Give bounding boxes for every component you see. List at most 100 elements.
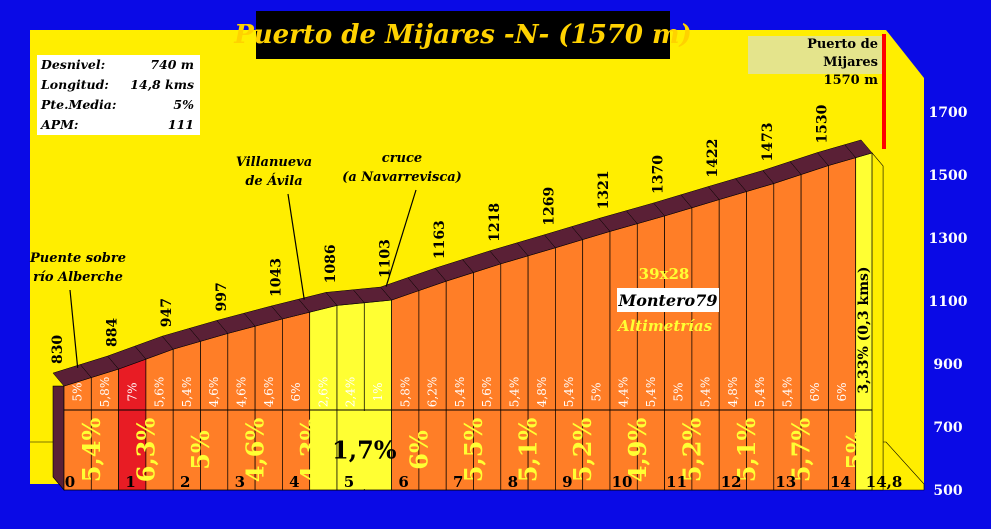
segment-grade-label: 6,2%	[426, 377, 440, 408]
waypoint-label: Puente sobre	[29, 251, 126, 266]
waypoint-leader-line	[287, 193, 305, 300]
km-grade-label: 4,3%	[295, 418, 324, 483]
segment-grade-label: 5,4%	[644, 377, 658, 408]
altitude-label: 1218	[487, 203, 503, 242]
x-tick-label: 7	[453, 473, 463, 491]
y-tick-label: 1300	[929, 231, 968, 247]
segment-grade-label: 6%	[289, 382, 303, 401]
stat-value: 111	[167, 117, 194, 132]
chart-title: Puerto de Mijares -N- (1570 m)	[234, 11, 692, 59]
segment-grade-label: 4,6%	[262, 377, 276, 408]
km-grade-label: 5,1%	[514, 418, 543, 483]
altitude-label: 830	[50, 335, 66, 364]
stat-value: 14,8 kms	[130, 77, 194, 92]
segment-grade-label: 3,33% (0,3 kms)	[856, 266, 872, 393]
stat-label: APM:	[41, 117, 79, 132]
watermark-size: 39x28	[639, 265, 690, 283]
y-tick-label: 1100	[929, 294, 968, 310]
altitude-label: 1422	[705, 139, 721, 178]
summit-name: Puerto de Mijares	[807, 37, 878, 70]
x-tick-label: 13	[775, 473, 796, 491]
segment-grade-label: 5,4%	[562, 377, 576, 408]
x-tick-label: 3	[235, 473, 245, 491]
km-band-highlight	[338, 411, 391, 489]
waypoint-leader-line	[69, 289, 79, 368]
km-grade-label: 5,2%	[568, 418, 597, 483]
segment-grade-label: 5,4%	[780, 377, 794, 408]
segment-grade-label: 4,8%	[535, 377, 549, 408]
x-tick-label: 2	[180, 473, 190, 491]
x-tick-label: 0	[65, 473, 75, 491]
watermark-box	[617, 288, 719, 312]
segment-grade-label: 5,6%	[153, 377, 167, 408]
segment-grade-label: 4,8%	[726, 377, 740, 408]
altitude-label: 1103	[378, 239, 394, 278]
waypoint-leader-line	[385, 189, 417, 287]
waypoint-label: de Ávila	[245, 173, 302, 189]
x-tick-label: 14,8	[866, 473, 903, 491]
segment-grade-label: 2,4%	[344, 377, 358, 408]
segment-grade-label: 2,6%	[316, 377, 330, 408]
x-tick-label: 6	[398, 473, 408, 491]
waypoint-label: río Alberche	[33, 270, 123, 285]
segment-grade-label: 5,8%	[98, 377, 112, 408]
waypoint-label: (a Navarrevisca)	[342, 170, 462, 185]
km-grade-label: 1,7%	[332, 436, 397, 465]
x-tick-label: 9	[562, 473, 572, 491]
x-tick-label: 10	[612, 473, 633, 491]
waypoint-label: Villanueva	[236, 155, 312, 170]
segment-grade-label: 1%	[371, 382, 385, 401]
km-grade-label: 5%	[841, 430, 870, 470]
altitude-label: 884	[105, 318, 121, 347]
segment-grade-label: 5%	[589, 382, 603, 401]
y-tick-label: 700	[933, 420, 962, 436]
x-tick-label: 8	[508, 473, 518, 491]
km-grade-label: 5,2%	[677, 418, 706, 483]
altitude-label: 1043	[268, 258, 284, 297]
y-tick-label: 900	[933, 357, 962, 373]
x-tick-label: 11	[666, 473, 687, 491]
x-tick-label: 1	[125, 473, 135, 491]
segment-grade-label: 5%	[71, 382, 85, 401]
x-tick-label: 12	[721, 473, 742, 491]
profile-left-wall	[52, 385, 65, 491]
stats-box: Desnivel: 740 m Longitud: 14,8 kms Pte.Med…	[37, 55, 200, 135]
stat-row-longitud: Longitud: 14,8 kms	[37, 75, 200, 95]
y-tick-label: 1700	[929, 105, 968, 121]
segment-grade-label: 4,6%	[207, 377, 221, 408]
summit-label: Puerto de Mijares 1570 m	[748, 36, 882, 88]
stat-label: Desnivel:	[41, 57, 106, 72]
waypoint-label: cruce	[382, 151, 422, 166]
watermark-subtitle: Altimetrías	[616, 317, 713, 335]
km-grade-label: 6,3%	[131, 418, 160, 483]
segment-grade-label: 5,4%	[699, 377, 713, 408]
stat-value: 740 m	[150, 57, 194, 72]
summit-altitude: 1570 m	[823, 73, 878, 88]
segment-grade-label: 4,6%	[234, 377, 248, 408]
segment-grade-label: 6%	[835, 382, 849, 401]
altitude-label: 1163	[432, 220, 448, 259]
segment-grade-label: 6%	[808, 382, 822, 401]
stat-label: Longitud:	[41, 77, 109, 92]
altitude-label: 997	[214, 282, 230, 311]
segment-grade-label: 5,8%	[398, 377, 412, 408]
segment-grade-label: 7%	[125, 382, 139, 401]
altitude-label: 1473	[760, 123, 776, 162]
altitude-label: 947	[159, 298, 175, 327]
x-tick-label: 5	[344, 473, 354, 491]
segment-grade-label: 5,6%	[480, 377, 494, 408]
segment-grade-label: 4,4%	[617, 377, 631, 408]
stat-row-apm: APM: 111	[37, 115, 200, 135]
segment-grade-label: 5,4%	[180, 377, 194, 408]
road-segment	[844, 139, 873, 158]
y-tick-label: 500	[933, 483, 962, 499]
x-tick-label: 4	[289, 473, 299, 491]
km-grade-label: 5%	[186, 430, 215, 470]
x-tick-label: 14	[830, 473, 851, 491]
altitude-label: 1086	[323, 244, 339, 283]
profile-right-wall	[871, 152, 884, 491]
km-grade-label: 5,1%	[732, 418, 761, 483]
altitude-label: 1370	[651, 155, 667, 194]
stat-value: 5%	[173, 97, 194, 112]
